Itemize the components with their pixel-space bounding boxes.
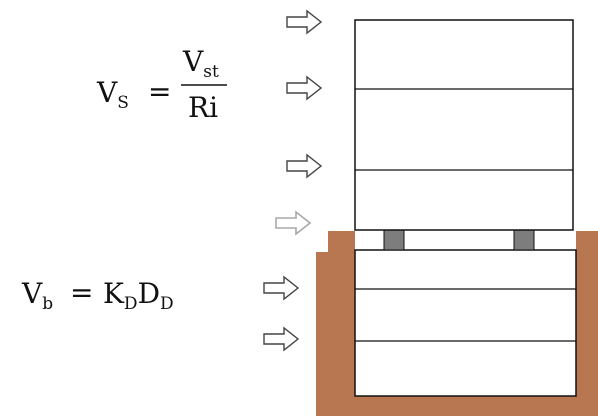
vb-d: D bbox=[138, 277, 160, 310]
equation-vb: Vb = KDDD bbox=[21, 276, 174, 314]
arrow-right-icon bbox=[286, 10, 322, 34]
isolation-bearing-left bbox=[383, 229, 405, 251]
vs-lhs-subscript: S bbox=[117, 93, 129, 113]
isolation-bearing-right bbox=[513, 229, 535, 251]
vb-d-subscript: D bbox=[160, 294, 174, 314]
vb-lhs: V bbox=[21, 277, 43, 310]
vs-lhs: V bbox=[96, 76, 118, 109]
vb-k: K bbox=[103, 277, 125, 310]
basement-block bbox=[354, 249, 577, 397]
vs-numerator-subscript: st bbox=[203, 62, 219, 82]
vb-k-subscript: D bbox=[124, 294, 138, 314]
vb-equals: = bbox=[70, 276, 93, 309]
vs-numerator: V bbox=[182, 45, 204, 78]
svg-text:KDDD: KDDD bbox=[103, 277, 174, 314]
equation-vs: VS = Vst Ri bbox=[96, 45, 227, 124]
vb-lhs-subscript: b bbox=[42, 294, 53, 314]
arrow-right-icon bbox=[275, 211, 311, 235]
arrow-right-icon bbox=[263, 276, 299, 300]
svg-text:Vb: Vb bbox=[21, 277, 53, 314]
svg-text:Vst: Vst bbox=[182, 45, 219, 82]
svg-text:VS: VS bbox=[96, 76, 129, 113]
vs-denominator: Ri bbox=[188, 91, 218, 124]
superstructure-block bbox=[354, 19, 574, 231]
vs-equals: = bbox=[148, 75, 171, 108]
arrow-right-icon bbox=[263, 327, 299, 351]
arrow-right-icon bbox=[286, 154, 322, 178]
arrow-right-icon bbox=[286, 76, 322, 100]
